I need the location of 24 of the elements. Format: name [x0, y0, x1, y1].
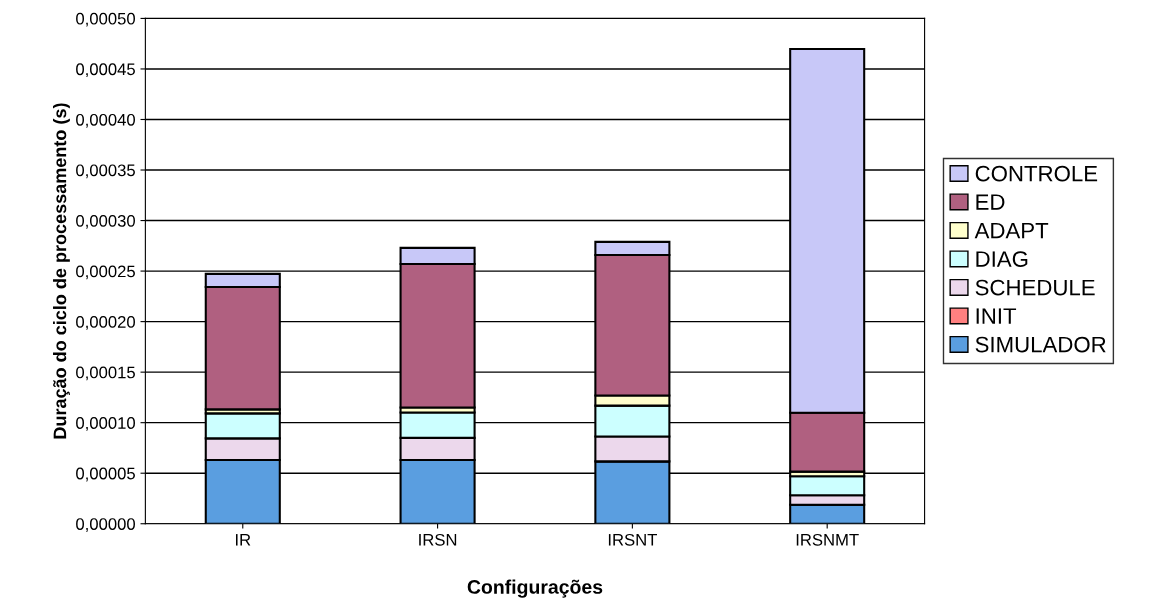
y-tick-label: 0,00040	[76, 113, 136, 128]
legend-label: DIAG	[976, 251, 1028, 267]
x-tick-label: IRSN	[419, 533, 457, 546]
y-tick-label: 0,00000	[76, 518, 136, 532]
x-tick-label: IRSNT	[608, 533, 657, 546]
y-tick-label: 0,00030	[76, 214, 136, 229]
legend-label: SIMULADOR	[975, 336, 1106, 353]
y-tick-label: 0,00035	[76, 164, 135, 179]
x-tick-label: IR	[235, 534, 251, 546]
x-axis-title: Configurações	[467, 579, 603, 598]
y-tick-label: 0,00005	[76, 467, 135, 482]
legend-label: SCHEDULE	[975, 279, 1095, 296]
y-tick-label: 0,00045	[76, 63, 135, 78]
y-tick-label: 0,00025	[76, 265, 135, 280]
legend-label: CONTROLE	[975, 165, 1098, 182]
y-tick-label: 0,00010	[76, 417, 136, 431]
y-axis-title: Duração do ciclo de processamento (s)	[53, 103, 70, 439]
legend-label: INIT	[976, 308, 1017, 324]
legend-label: ADAPT	[974, 222, 1049, 239]
y-tick-label: 0,00050	[76, 12, 136, 27]
y-tick-label: 0,00015	[76, 366, 135, 381]
legend-label: ED	[976, 194, 1005, 210]
y-tick-label: 0,00020	[76, 316, 136, 330]
x-tick-label: IRSNMT	[796, 533, 859, 546]
